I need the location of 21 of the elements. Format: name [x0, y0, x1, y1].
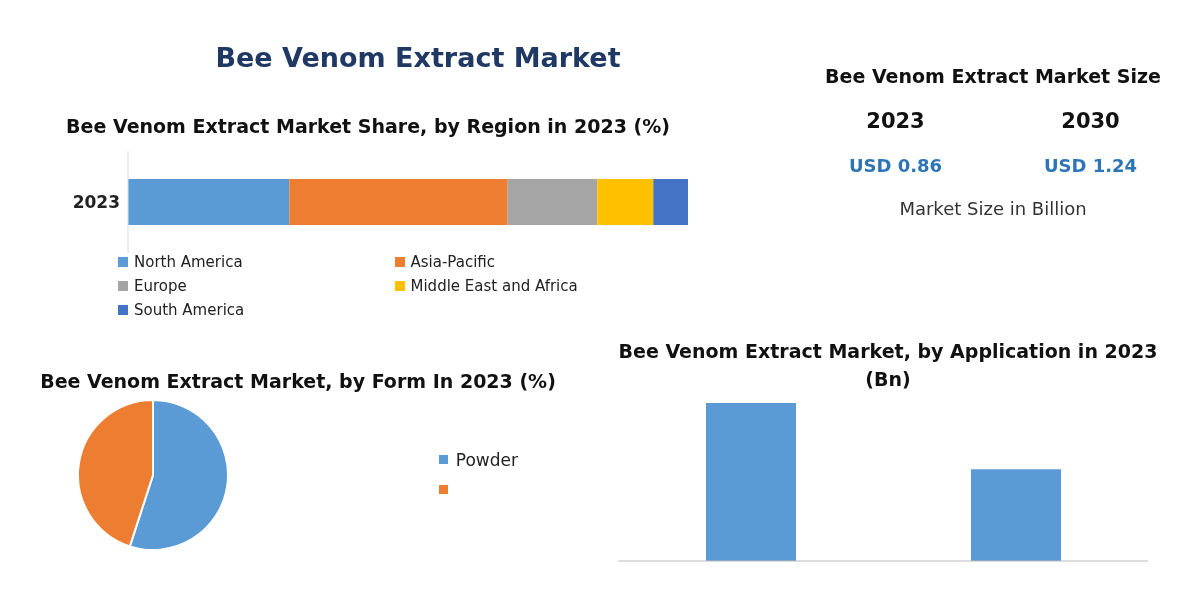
bar — [597, 178, 654, 225]
legend-label: Middle East and Africa — [410, 276, 578, 295]
bar — [128, 178, 290, 225]
bar — [507, 178, 598, 225]
text: Bee Venom Extract Market Size — [824, 64, 1162, 89]
text: USD 1.24 — [1042, 154, 1139, 176]
legend-label: Europe — [134, 276, 187, 295]
legend-label: Powder — [455, 449, 518, 470]
legend-label: Asia-Pacific — [410, 252, 496, 271]
bar — [653, 178, 688, 225]
text: USD 0.86 — [847, 154, 944, 176]
text: 2030 — [1060, 108, 1121, 133]
text: Market Size in Billion — [898, 197, 1088, 219]
chart-title: Bee Venom Extract Market, by Application in 2023 (Bn) — [617, 339, 1159, 392]
text: 2023 — [865, 108, 926, 133]
legend-label: South America — [134, 300, 245, 319]
chart-title: Bee Venom Extract Market Share, by Region in 2023 (%) — [65, 114, 671, 139]
chart-title: Bee Venom Extract Market, by Form In 2023 (%) — [39, 369, 557, 394]
legend-label: North America — [134, 252, 243, 271]
bar — [289, 178, 508, 225]
text: Bee Venom Extract Market — [214, 41, 622, 75]
